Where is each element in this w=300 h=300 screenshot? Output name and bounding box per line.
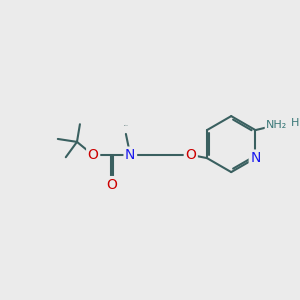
Text: NH₂: NH₂ [266,120,287,130]
Text: O: O [88,148,99,162]
Text: O: O [106,178,117,192]
Text: N: N [250,151,261,165]
Text: methyl: methyl [123,124,128,126]
Text: O: O [185,148,196,162]
Text: N: N [125,148,136,162]
Text: H: H [291,118,299,128]
